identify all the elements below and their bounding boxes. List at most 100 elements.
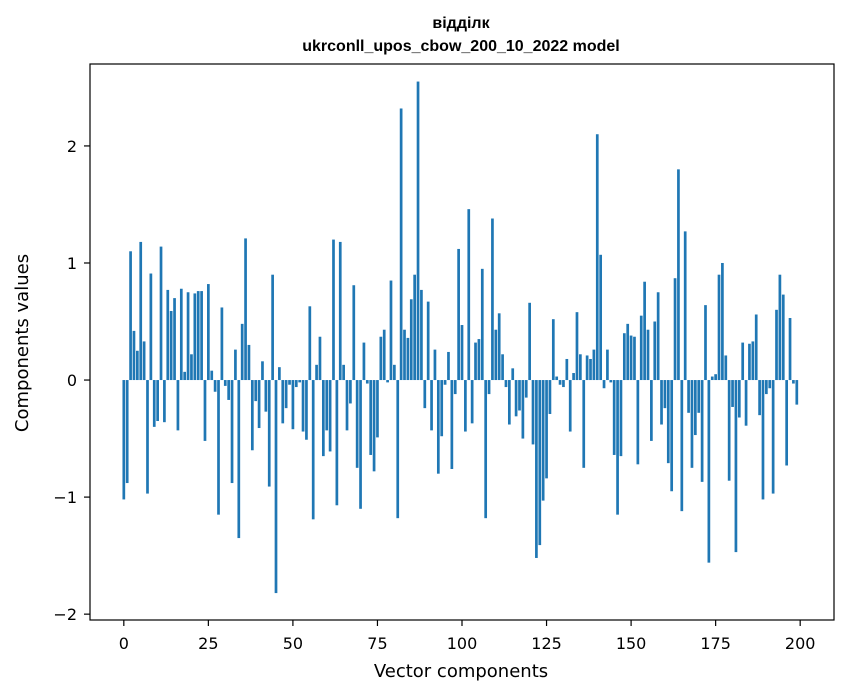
bar-component-76 (379, 336, 383, 381)
bar-component-12 (163, 380, 166, 423)
bar-component-66 (345, 380, 349, 431)
bar-component-79 (389, 280, 393, 381)
bar-component-85 (409, 299, 413, 381)
bar-component-174 (710, 376, 714, 381)
bar-component-194 (778, 274, 782, 381)
bar-component-115 (511, 368, 515, 381)
bar-component-44 (271, 274, 274, 381)
bar-component-119 (524, 380, 528, 398)
bar-component-125 (545, 380, 548, 479)
bar-component-185 (748, 343, 751, 381)
x-tick-label: 200 (785, 634, 816, 653)
x-tick-label: 25 (198, 634, 218, 653)
bar-component-180 (731, 380, 734, 407)
bar-component-147 (619, 380, 623, 457)
chart-subtitle: ukrconll_upos_cbow_200_10_2022 model (302, 38, 619, 55)
x-axis-ticks: 0 25 50 75 100 125 150 175 200 (119, 620, 816, 653)
bar-component-97 (450, 380, 454, 470)
bar-component-69 (355, 380, 359, 468)
bar-component-10 (156, 380, 159, 422)
bar-component-113 (504, 380, 508, 388)
bar-component-190 (765, 380, 768, 395)
bar-component-82 (399, 108, 403, 381)
bar-component-78 (386, 380, 389, 383)
bar-component-32 (230, 380, 234, 484)
bar-component-22 (196, 291, 200, 381)
bar-component-21 (193, 293, 197, 381)
bar-component-138 (589, 358, 592, 381)
bar-component-13 (166, 289, 170, 381)
x-tick-label: 100 (447, 634, 478, 653)
bar-component-146 (616, 380, 619, 515)
bar-component-98 (453, 380, 457, 395)
bar-component-46 (278, 367, 281, 381)
bar-component-121 (531, 380, 535, 445)
bar-component-165 (680, 380, 684, 512)
bar-component-40 (257, 380, 261, 429)
bar-component-88 (420, 289, 423, 381)
bar-component-193 (775, 309, 778, 381)
bar-component-153 (639, 315, 643, 381)
bar-component-50 (291, 380, 295, 430)
bar-component-47 (281, 380, 285, 424)
y-tick-label: −1 (53, 488, 77, 507)
bar-component-175 (714, 374, 717, 381)
bar-component-142 (602, 380, 606, 389)
bar-component-38 (250, 380, 254, 451)
y-axis-ticks: −2 −1 0 1 2 (53, 137, 90, 624)
bar-component-149 (626, 323, 630, 381)
bar-component-189 (761, 380, 765, 500)
bar-component-195 (781, 294, 785, 381)
bar-component-124 (541, 380, 545, 501)
x-tick-label: 125 (531, 634, 562, 653)
bar-component-65 (342, 364, 345, 381)
bar-component-133 (572, 373, 575, 381)
bar-component-37 (247, 344, 251, 381)
y-tick-label: 1 (67, 254, 77, 273)
bar-component-81 (396, 380, 400, 519)
bar-component-64 (338, 241, 342, 381)
bar-component-54 (305, 380, 308, 440)
bar-component-155 (646, 329, 650, 381)
bar-component-123 (538, 380, 542, 546)
bar-component-5 (139, 241, 143, 381)
bar-component-169 (693, 380, 697, 436)
bar-component-114 (507, 380, 511, 425)
bar-component-91 (430, 380, 433, 431)
bar-component-102 (467, 209, 471, 381)
bar-component-140 (595, 134, 599, 381)
bar-component-24 (203, 380, 207, 441)
bar-component-23 (200, 291, 203, 381)
bar-component-68 (352, 285, 356, 381)
bar-component-92 (433, 349, 437, 381)
bar-component-179 (727, 380, 731, 481)
bar-component-29 (220, 307, 224, 381)
bar-component-160 (663, 380, 667, 409)
bar-component-137 (585, 355, 589, 381)
bar-component-30 (223, 380, 227, 386)
bar-component-11 (159, 246, 163, 381)
bar-component-48 (284, 380, 288, 409)
x-tick-label: 75 (367, 634, 387, 653)
bar-component-166 (683, 231, 687, 381)
bar-component-198 (792, 380, 795, 384)
bar-component-132 (568, 380, 572, 432)
bar-component-75 (376, 380, 379, 438)
bar-component-73 (369, 380, 373, 455)
bar-component-108 (487, 380, 491, 395)
bar-component-157 (653, 321, 657, 381)
bar-component-188 (758, 380, 761, 416)
chart-title: відділк (432, 15, 490, 32)
x-tick-label: 175 (700, 634, 731, 653)
bar-component-59 (321, 380, 325, 457)
bar-component-110 (494, 329, 498, 381)
bar-component-63 (335, 380, 339, 506)
bar-component-152 (636, 380, 640, 465)
bar-component-20 (190, 354, 193, 381)
bar-component-52 (298, 380, 302, 383)
bar-component-107 (484, 380, 488, 519)
bar-component-150 (629, 335, 633, 381)
bar-component-192 (771, 380, 775, 494)
bar-component-112 (501, 354, 504, 381)
